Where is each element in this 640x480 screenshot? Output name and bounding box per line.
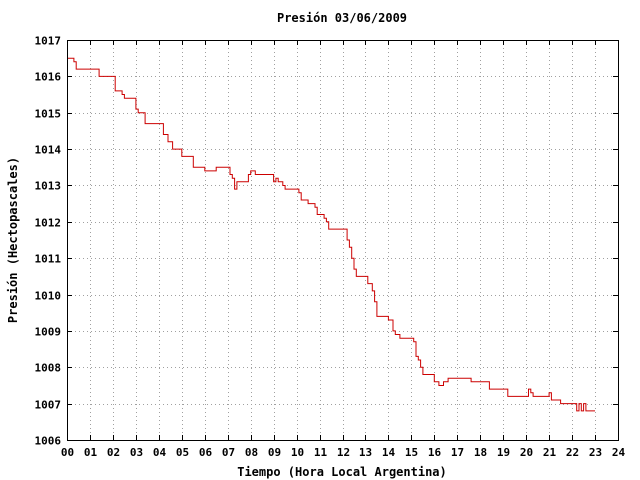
x-tick-label: 08: [245, 446, 258, 459]
y-tick-labels: 1006 1007 1008 1009 1010 1011 1012 1013 1014 1015…: [35, 35, 62, 448]
x-tick-label: 05: [176, 446, 189, 459]
x-tick-label: 22: [566, 446, 579, 459]
y-tick-label: 1016: [35, 71, 62, 84]
chart-title: Presión 03/06/2009: [277, 11, 407, 25]
y-tick-label: 1007: [35, 399, 62, 412]
x-tick-label: 03: [130, 446, 143, 459]
x-tick-label: 06: [199, 446, 213, 459]
x-tick-label: 09: [268, 446, 281, 459]
y-tick-label: 1006: [35, 435, 62, 448]
x-tick-label: 12: [337, 446, 350, 459]
y-axis-label: Presión (Hectopascales): [6, 157, 20, 323]
x-tick-label: 23: [589, 446, 602, 459]
x-tick-label: 07: [222, 446, 235, 459]
x-tick-label: 19: [497, 446, 510, 459]
x-tick-label: 20: [520, 446, 533, 459]
x-tick-label: 01: [84, 446, 98, 459]
y-tick-label: 1011: [35, 253, 62, 266]
x-tick-label: 18: [474, 446, 487, 459]
x-tick-label: 10: [291, 446, 304, 459]
x-tick-label: 15: [405, 446, 418, 459]
x-tick-label: 21: [543, 446, 557, 459]
y-tick-label: 1010: [35, 290, 62, 303]
y-tick-label: 1009: [35, 326, 62, 339]
plot-frame: [67, 40, 619, 441]
y-tick-label: 1017: [35, 35, 62, 48]
x-tick-label: 11: [314, 446, 328, 459]
x-tick-label: 14: [382, 446, 396, 459]
x-tick-labels: 00 01 02 03 04 05 06 07 08 09 10 11 12 13 14 15 16 17 18 19…: [61, 446, 626, 459]
tick-marks: [67, 40, 619, 441]
y-tick-label: 1012: [35, 217, 62, 230]
y-tick-label: 1013: [35, 180, 62, 193]
x-tick-label: 04: [153, 446, 167, 459]
y-tick-label: 1014: [35, 144, 62, 157]
y-tick-label: 1015: [35, 108, 62, 121]
x-tick-label: 16: [428, 446, 442, 459]
grid-lines: [67, 40, 618, 440]
x-tick-label: 02: [107, 446, 120, 459]
x-tick-label: 17: [451, 446, 464, 459]
y-tick-label: 1008: [35, 362, 62, 375]
x-tick-label: 13: [359, 446, 372, 459]
x-tick-label: 00: [61, 446, 74, 459]
x-tick-label: 24: [612, 446, 626, 459]
pressure-series-line: [67, 57, 595, 412]
x-axis-label: Tiempo (Hora Local Argentina): [237, 465, 447, 479]
